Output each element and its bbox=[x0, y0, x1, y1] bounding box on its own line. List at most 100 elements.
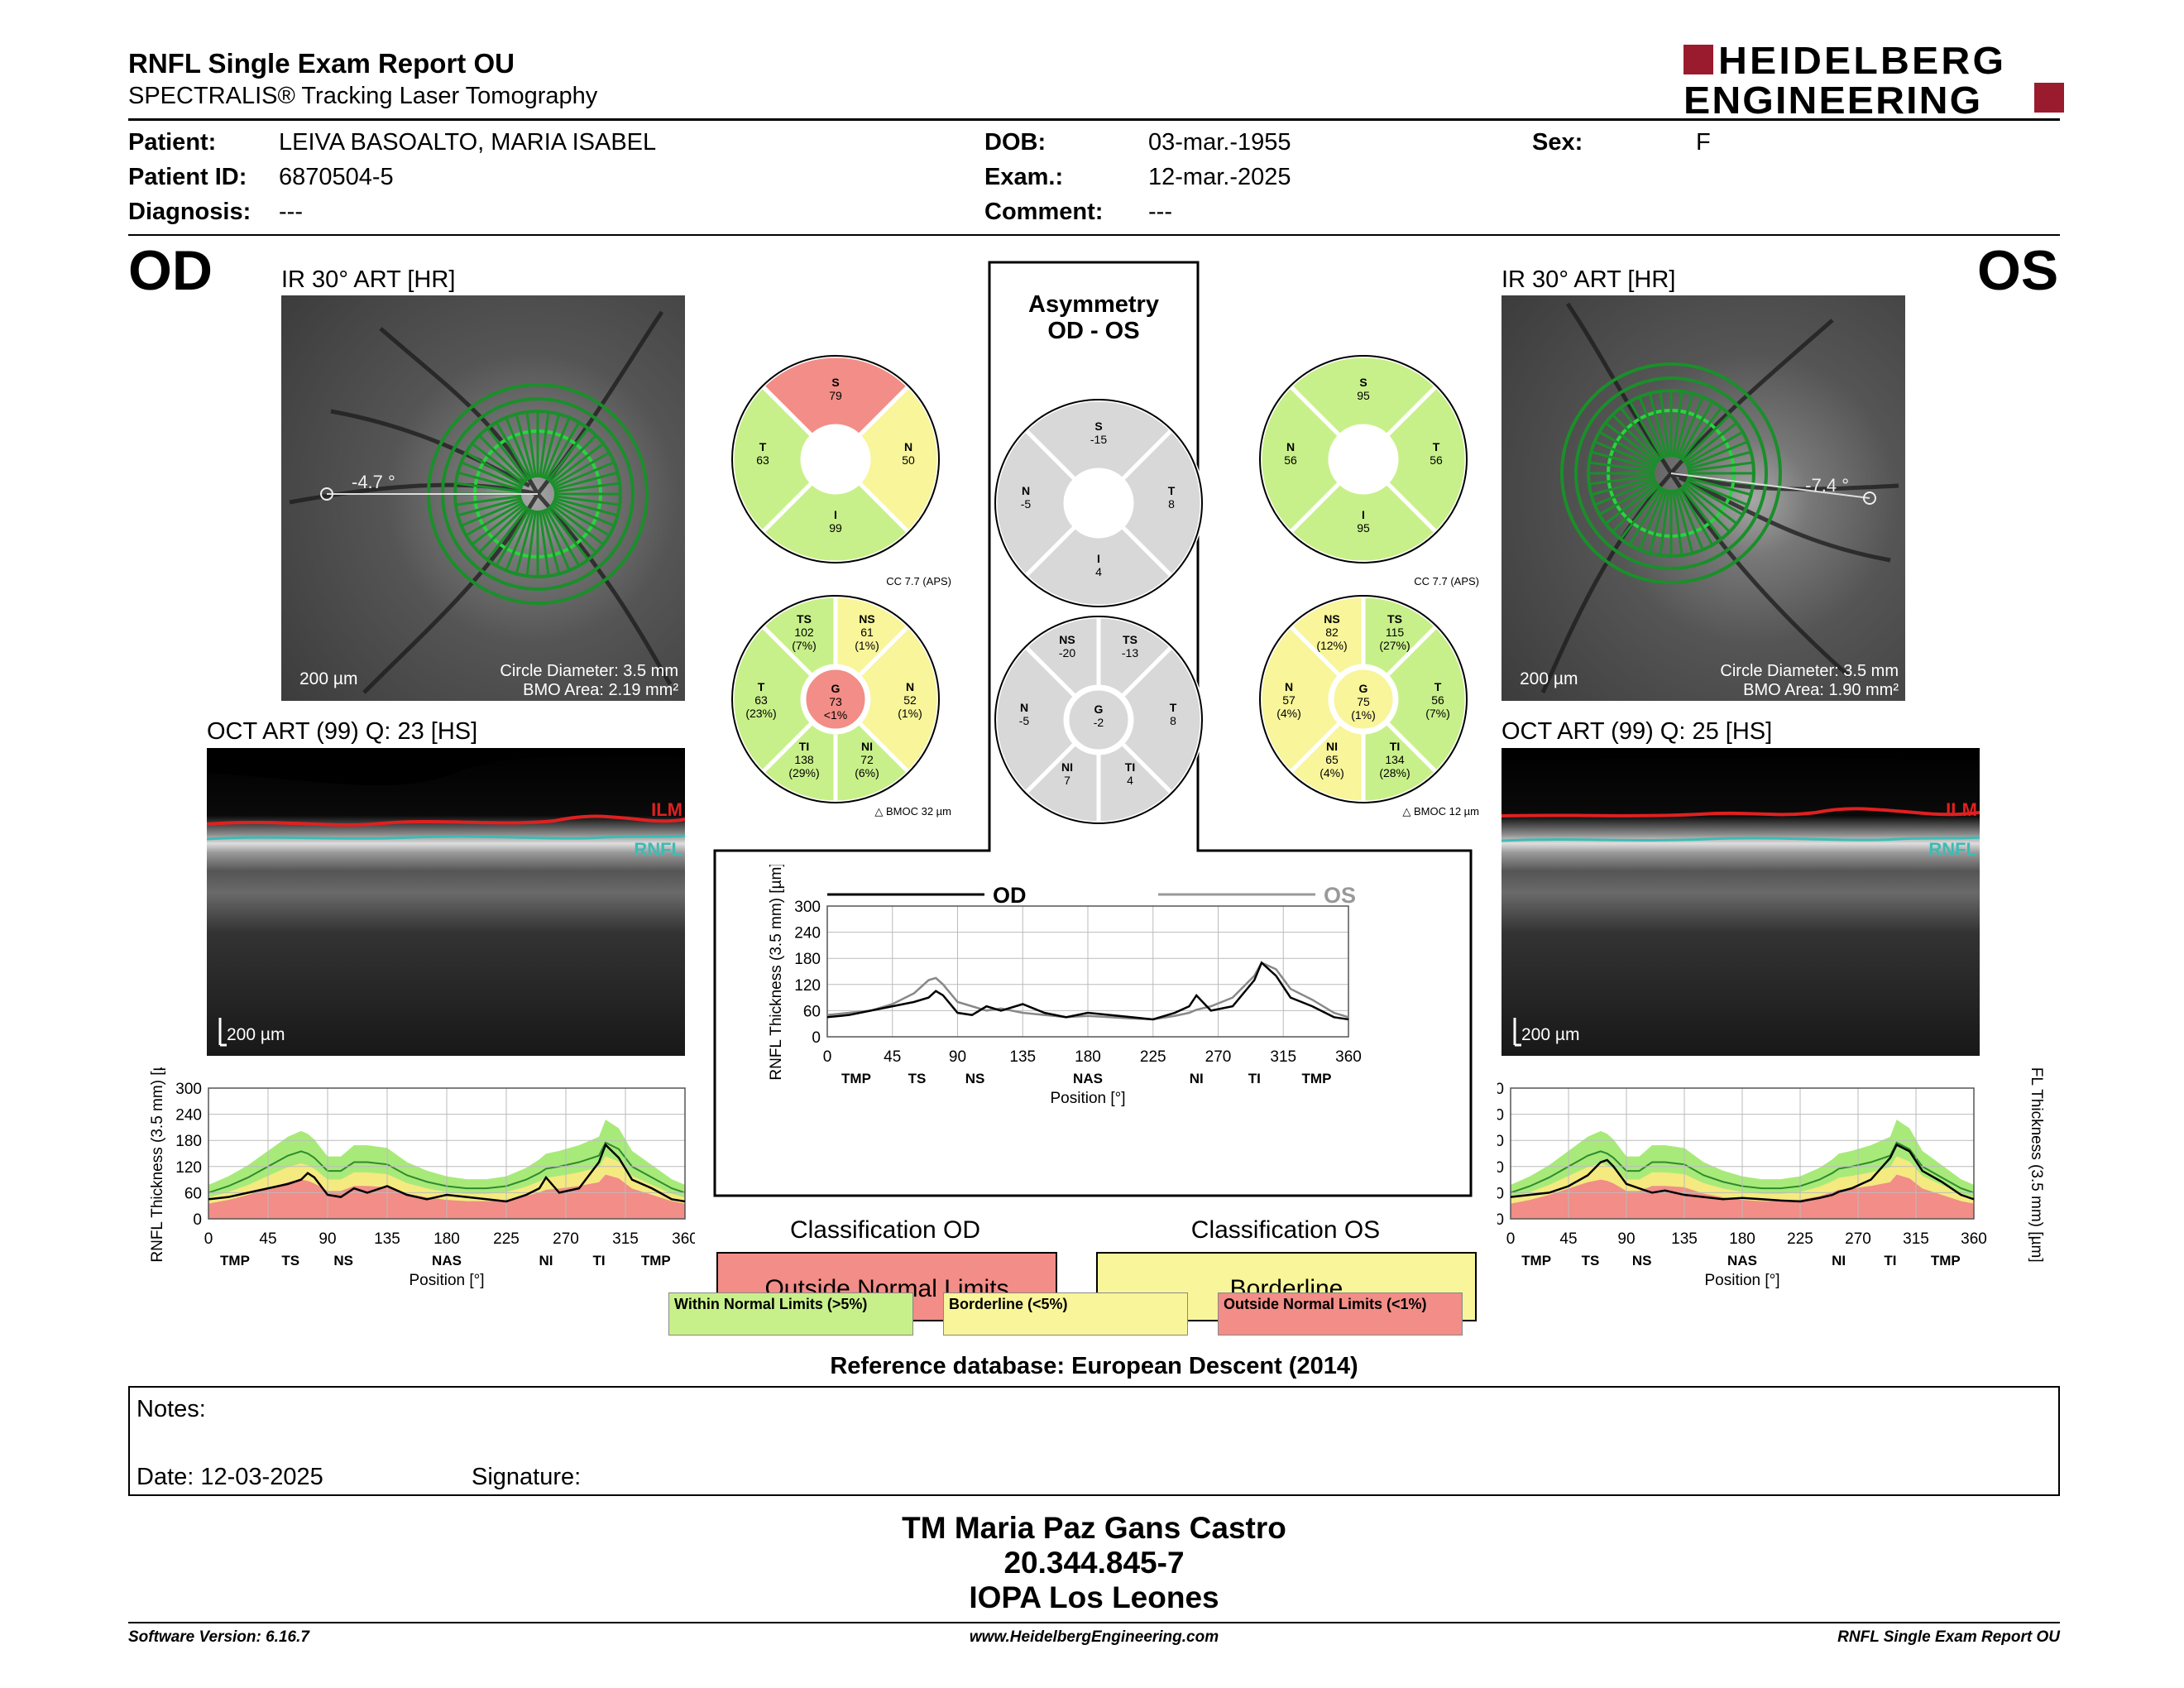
y-axis-label: RNFL Thickness (3.5 mm) [µm] bbox=[768, 865, 785, 1081]
bmo-spoke bbox=[455, 495, 522, 506]
asym-outer-ring bbox=[994, 399, 1203, 607]
os-label-ns: 82 bbox=[1325, 626, 1339, 639]
asym-label-g: G bbox=[1094, 703, 1104, 716]
asym-label-n: -5 bbox=[1019, 714, 1030, 727]
y-tick-label: 0 bbox=[193, 1211, 202, 1229]
x-tick-label: 0 bbox=[1506, 1230, 1516, 1248]
asym-label-s: S bbox=[1094, 420, 1102, 433]
os-bmoc-text: △ BMOC 12 µm bbox=[1402, 805, 1479, 818]
bmo-spoke bbox=[1676, 396, 1704, 459]
footer-rule bbox=[128, 1622, 2060, 1623]
bmo-spoke bbox=[553, 495, 620, 506]
y-tick-label: 240 bbox=[1497, 1107, 1504, 1125]
plot-frame bbox=[208, 1087, 686, 1220]
od-ir-title: IR 30° ART [HR] bbox=[281, 266, 456, 293]
od-label-t: (23%) bbox=[745, 707, 776, 720]
bmo-spoke bbox=[1686, 476, 1751, 496]
od-eye-label: OD bbox=[128, 239, 213, 302]
website-link[interactable]: www.HeidelbergEngineering.com bbox=[969, 1628, 1219, 1646]
od-4-sector: S79 T63 N50 I99 bbox=[730, 353, 941, 565]
os-label-ti: (28%) bbox=[1379, 766, 1410, 779]
bmo-spoke bbox=[455, 482, 522, 493]
od-bmo-area: BMO Area: 2.19 mm² bbox=[523, 681, 678, 699]
od-ir-scale: 200 µm bbox=[299, 669, 357, 688]
logo-square-bottom bbox=[2034, 83, 2064, 113]
od-bmo-spokes bbox=[455, 411, 620, 577]
sector-label-nas: NAS bbox=[1727, 1253, 1757, 1268]
footer-report-name: RNFL Single Exam Report OU bbox=[1837, 1628, 2060, 1646]
os-label-s: S bbox=[1359, 376, 1367, 389]
bmo-spoke bbox=[465, 451, 524, 487]
asym-label-n: N bbox=[1022, 484, 1030, 497]
os-eye-label: OS bbox=[1977, 239, 2059, 302]
bmo-spoke bbox=[552, 461, 615, 489]
od-rnfl-label: RNFL bbox=[634, 839, 682, 860]
bmo-spoke bbox=[1672, 489, 1684, 556]
asym-label-t: T bbox=[1170, 701, 1177, 714]
bmo-spoke bbox=[1686, 450, 1751, 471]
bmo-spoke bbox=[1676, 487, 1704, 550]
bmo-spoke bbox=[540, 509, 561, 574]
bmo-spoke bbox=[1683, 482, 1738, 525]
bmo-spoke bbox=[539, 510, 550, 577]
os-label-t: T bbox=[1433, 440, 1440, 453]
asym-label-n: N bbox=[1020, 701, 1028, 714]
y-tick-label: 300 bbox=[1497, 1081, 1504, 1098]
sex-label: Sex: bbox=[1532, 129, 1583, 156]
od-outer-ring bbox=[731, 355, 940, 563]
classification-os-title: Classification OS bbox=[1190, 1216, 1381, 1244]
sector-label-nas: NAS bbox=[432, 1253, 462, 1268]
reference-database: Reference database: European Descent (20… bbox=[830, 1353, 1358, 1379]
asym-label-ts: TS bbox=[1123, 633, 1138, 646]
x-tick-label: 90 bbox=[318, 1230, 336, 1248]
comment-label: Comment: bbox=[984, 199, 1104, 225]
bmo-spoke bbox=[1594, 440, 1657, 468]
x-tick-label: 90 bbox=[1617, 1230, 1635, 1248]
bmo-spoke bbox=[540, 414, 561, 479]
os-oct-scale: 200 µm bbox=[1521, 1025, 1579, 1044]
header-rule bbox=[128, 118, 2060, 121]
bmo-spoke bbox=[553, 496, 618, 517]
bmo-spoke bbox=[543, 508, 571, 571]
os-bmo-spokes bbox=[1588, 391, 1754, 556]
bmo-spoke bbox=[1638, 396, 1666, 459]
sector-label-tmp: TMP bbox=[1302, 1071, 1332, 1086]
dob-label: DOB: bbox=[984, 129, 1046, 156]
bmo-spoke bbox=[1685, 440, 1748, 468]
od-fundus-image: -4.7 ° 200 µm Circle Diameter: 3.5 mm BM… bbox=[281, 295, 685, 701]
os-circle-diameter: Circle Diameter: 3.5 mm bbox=[1720, 662, 1899, 680]
notes-box[interactable]: Notes: Date: 12-03-2025 Signature: bbox=[128, 1386, 2060, 1496]
os-label-t: T bbox=[1434, 680, 1442, 693]
bmo-spoke bbox=[1638, 487, 1666, 550]
bmo-spoke bbox=[1591, 476, 1656, 496]
od-label-n: 50 bbox=[902, 453, 915, 467]
legend-within-normal: Within Normal Limits (>5%) bbox=[668, 1292, 913, 1336]
sector-diagrams: S79T63N50I99S-15N-5T8I4S95N56T56I95TS102… bbox=[730, 353, 1479, 826]
os-label-ts: 115 bbox=[1386, 626, 1405, 639]
os-label-n: N bbox=[1286, 440, 1295, 453]
bmo-spoke bbox=[1594, 478, 1657, 506]
sector-label-ni: NI bbox=[1832, 1253, 1846, 1268]
notes-signature: Signature: bbox=[472, 1464, 582, 1490]
os-fundus-image: -7.4 ° 200 µm Circle Diameter: 3.5 mm BM… bbox=[1502, 295, 1905, 701]
od-label-ti: (29%) bbox=[788, 766, 819, 779]
exam-label: Exam.: bbox=[984, 164, 1064, 190]
bmo-spoke bbox=[539, 411, 550, 478]
sector-label-ts: TS bbox=[908, 1071, 927, 1086]
bmo-spoke bbox=[1628, 400, 1664, 460]
bmo-spoke bbox=[544, 421, 581, 481]
od-label-ns: (1%) bbox=[855, 639, 879, 652]
od-label-n: N bbox=[904, 440, 912, 453]
sector-label-ni: NI bbox=[539, 1253, 553, 1268]
os-ir-scale: 200 µm bbox=[1520, 669, 1578, 688]
patient-label: Patient: bbox=[128, 129, 217, 156]
bmo-spoke bbox=[1674, 393, 1694, 458]
od-label-g: G bbox=[831, 682, 841, 695]
asym-label-ns: -20 bbox=[1059, 646, 1075, 659]
x-tick-label: 45 bbox=[259, 1230, 276, 1248]
sector-label-ti: TI bbox=[592, 1253, 605, 1268]
os-label-i: 95 bbox=[1357, 521, 1370, 535]
x-tick-label: 315 bbox=[1903, 1230, 1929, 1248]
